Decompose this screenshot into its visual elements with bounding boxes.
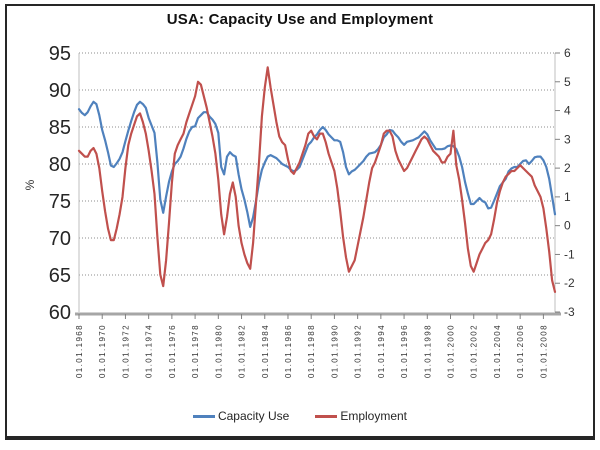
- left-axis-tick-label: 90: [49, 80, 71, 102]
- x-axis-tick-label: 01.01.1984: [261, 324, 270, 378]
- left-axis-tick-label: 85: [49, 117, 71, 139]
- employment-line-swatch-icon: [315, 414, 338, 418]
- left-axis-tick-label: 60: [49, 302, 71, 324]
- x-axis-tick-label: 01.01.1980: [214, 324, 223, 378]
- legend-label-capacity-use: Capacity Use: [217, 409, 290, 423]
- right-axis-tick-label: 3: [564, 132, 571, 146]
- x-axis-tick-label: 01.01.1988: [307, 324, 316, 378]
- series-line-capacity-use: [77, 100, 557, 228]
- right-axis-tick-label: 2: [564, 161, 571, 175]
- x-axis-tick-label: 01.01.1970: [98, 324, 107, 378]
- x-axis-tick-label: 01.01.2002: [470, 324, 479, 378]
- x-axis-tick-label: 01.01.2008: [539, 324, 548, 378]
- x-axis-tick-label: 01.01.1976: [168, 324, 177, 378]
- right-axis-tick-label: -1: [564, 247, 575, 261]
- right-axis-tick-label: -3: [564, 305, 575, 319]
- left-axis-tick-label: 70: [49, 228, 71, 250]
- chart-title: USA: Capacity Use and Employment: [166, 11, 434, 28]
- x-axis-tick-label: 01.01.1978: [191, 324, 200, 378]
- legend-item-employment: Employment: [315, 409, 407, 423]
- right-axis-tick-label: -2: [564, 276, 575, 290]
- x-axis-tick-label: 01.01.1990: [330, 324, 339, 378]
- x-axis-tick-label: 01.01.1992: [354, 324, 363, 378]
- left-axis-tick-label: 65: [49, 265, 71, 287]
- left-axis-tick-label: 80: [49, 154, 71, 176]
- legend: Capacity Use Employment: [0, 409, 600, 423]
- capacity-use-line-swatch-icon: [192, 414, 215, 418]
- x-axis-tick-label: 01.01.2004: [493, 324, 502, 378]
- x-axis-tick-label: 01.01.1998: [423, 324, 432, 378]
- left-axis-tick-label: 75: [49, 191, 71, 213]
- legend-item-capacity-use: Capacity Use: [192, 409, 290, 423]
- x-axis-tick-label: 01.01.2000: [447, 324, 456, 378]
- legend-label-employment: Employment: [340, 409, 408, 423]
- series-line-employment: [77, 66, 557, 293]
- x-axis-tick-label: 01.01.1996: [400, 324, 409, 378]
- x-axis-tick-label: 01.01.1994: [377, 324, 386, 378]
- right-axis-tick-label: 1: [564, 190, 571, 204]
- x-axis-tick-label: 01.01.2006: [516, 324, 525, 378]
- right-axis-tick-label: 4: [564, 104, 571, 118]
- right-axis-tick-label: 0: [564, 219, 571, 233]
- x-axis-tick-label: 01.01.1974: [145, 324, 154, 378]
- left-axis-tick-label: 95: [49, 43, 71, 65]
- x-axis-tick-label: 01.01.1972: [121, 324, 130, 378]
- right-axis-tick-label: 6: [564, 46, 571, 60]
- right-axis-tick-label: 5: [564, 75, 571, 89]
- x-axis-tick-label: 01.01.1982: [238, 324, 247, 378]
- x-axis-tick-label: 01.01.1986: [284, 324, 293, 378]
- x-axis-tick-label: 01.01.1968: [75, 324, 84, 378]
